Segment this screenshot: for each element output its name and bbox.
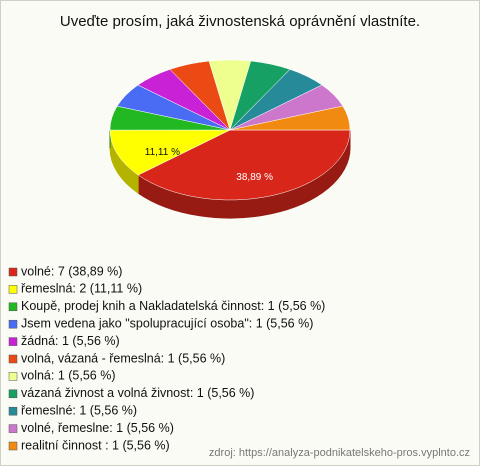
legend-label: řemeslné: 1 (5,56 %) bbox=[21, 403, 137, 417]
data-label: 11,11 % bbox=[145, 147, 180, 158]
slice bbox=[229, 105, 351, 131]
legend-swatch bbox=[8, 441, 18, 451]
slice bbox=[137, 129, 351, 201]
legend-swatch bbox=[8, 337, 18, 346]
legend-label: žádná: 1 (5,56 %) bbox=[21, 334, 120, 348]
legend-swatch bbox=[8, 267, 18, 277]
chart-title: Uveďte prosím, jaká živnostenská oprávně… bbox=[60, 13, 420, 30]
legend-label: volné: 7 (38,89 %) bbox=[21, 264, 122, 278]
legend-swatch bbox=[8, 389, 18, 399]
legend-label: řemeslná: 2 (11,11 %) bbox=[21, 282, 142, 296]
legend-swatch bbox=[8, 302, 18, 312]
legend-swatch bbox=[8, 406, 18, 416]
legend-label: volná: 1 (5,56 %) bbox=[21, 369, 116, 383]
legend-label: Koupě, prodej knih a Nakladatelská činno… bbox=[21, 299, 325, 313]
legend-swatch bbox=[8, 354, 18, 364]
legend-swatch bbox=[8, 319, 18, 329]
legend-label: Jsem vedena jako "spolupracující osoba":… bbox=[21, 316, 313, 330]
slice bbox=[109, 129, 231, 176]
legend-label: volné, řemeslne: 1 (5,56 %) bbox=[21, 421, 174, 435]
legend-swatch bbox=[8, 424, 18, 433]
source: zdroj: https://analyza-podnikatelskeho-p… bbox=[209, 447, 470, 459]
legend-label: realitní činnost : 1 (5,56 %) bbox=[21, 438, 170, 452]
legend-swatch bbox=[8, 372, 18, 381]
legend-label: vázaná živnost a volná živnost: 1 (5,56 … bbox=[21, 386, 254, 400]
legend-swatch bbox=[8, 285, 18, 294]
data-label: 38,89 % bbox=[236, 172, 273, 183]
legend-label: volná, vázaná - řemeslná: 1 (5,56 %) bbox=[21, 351, 225, 365]
